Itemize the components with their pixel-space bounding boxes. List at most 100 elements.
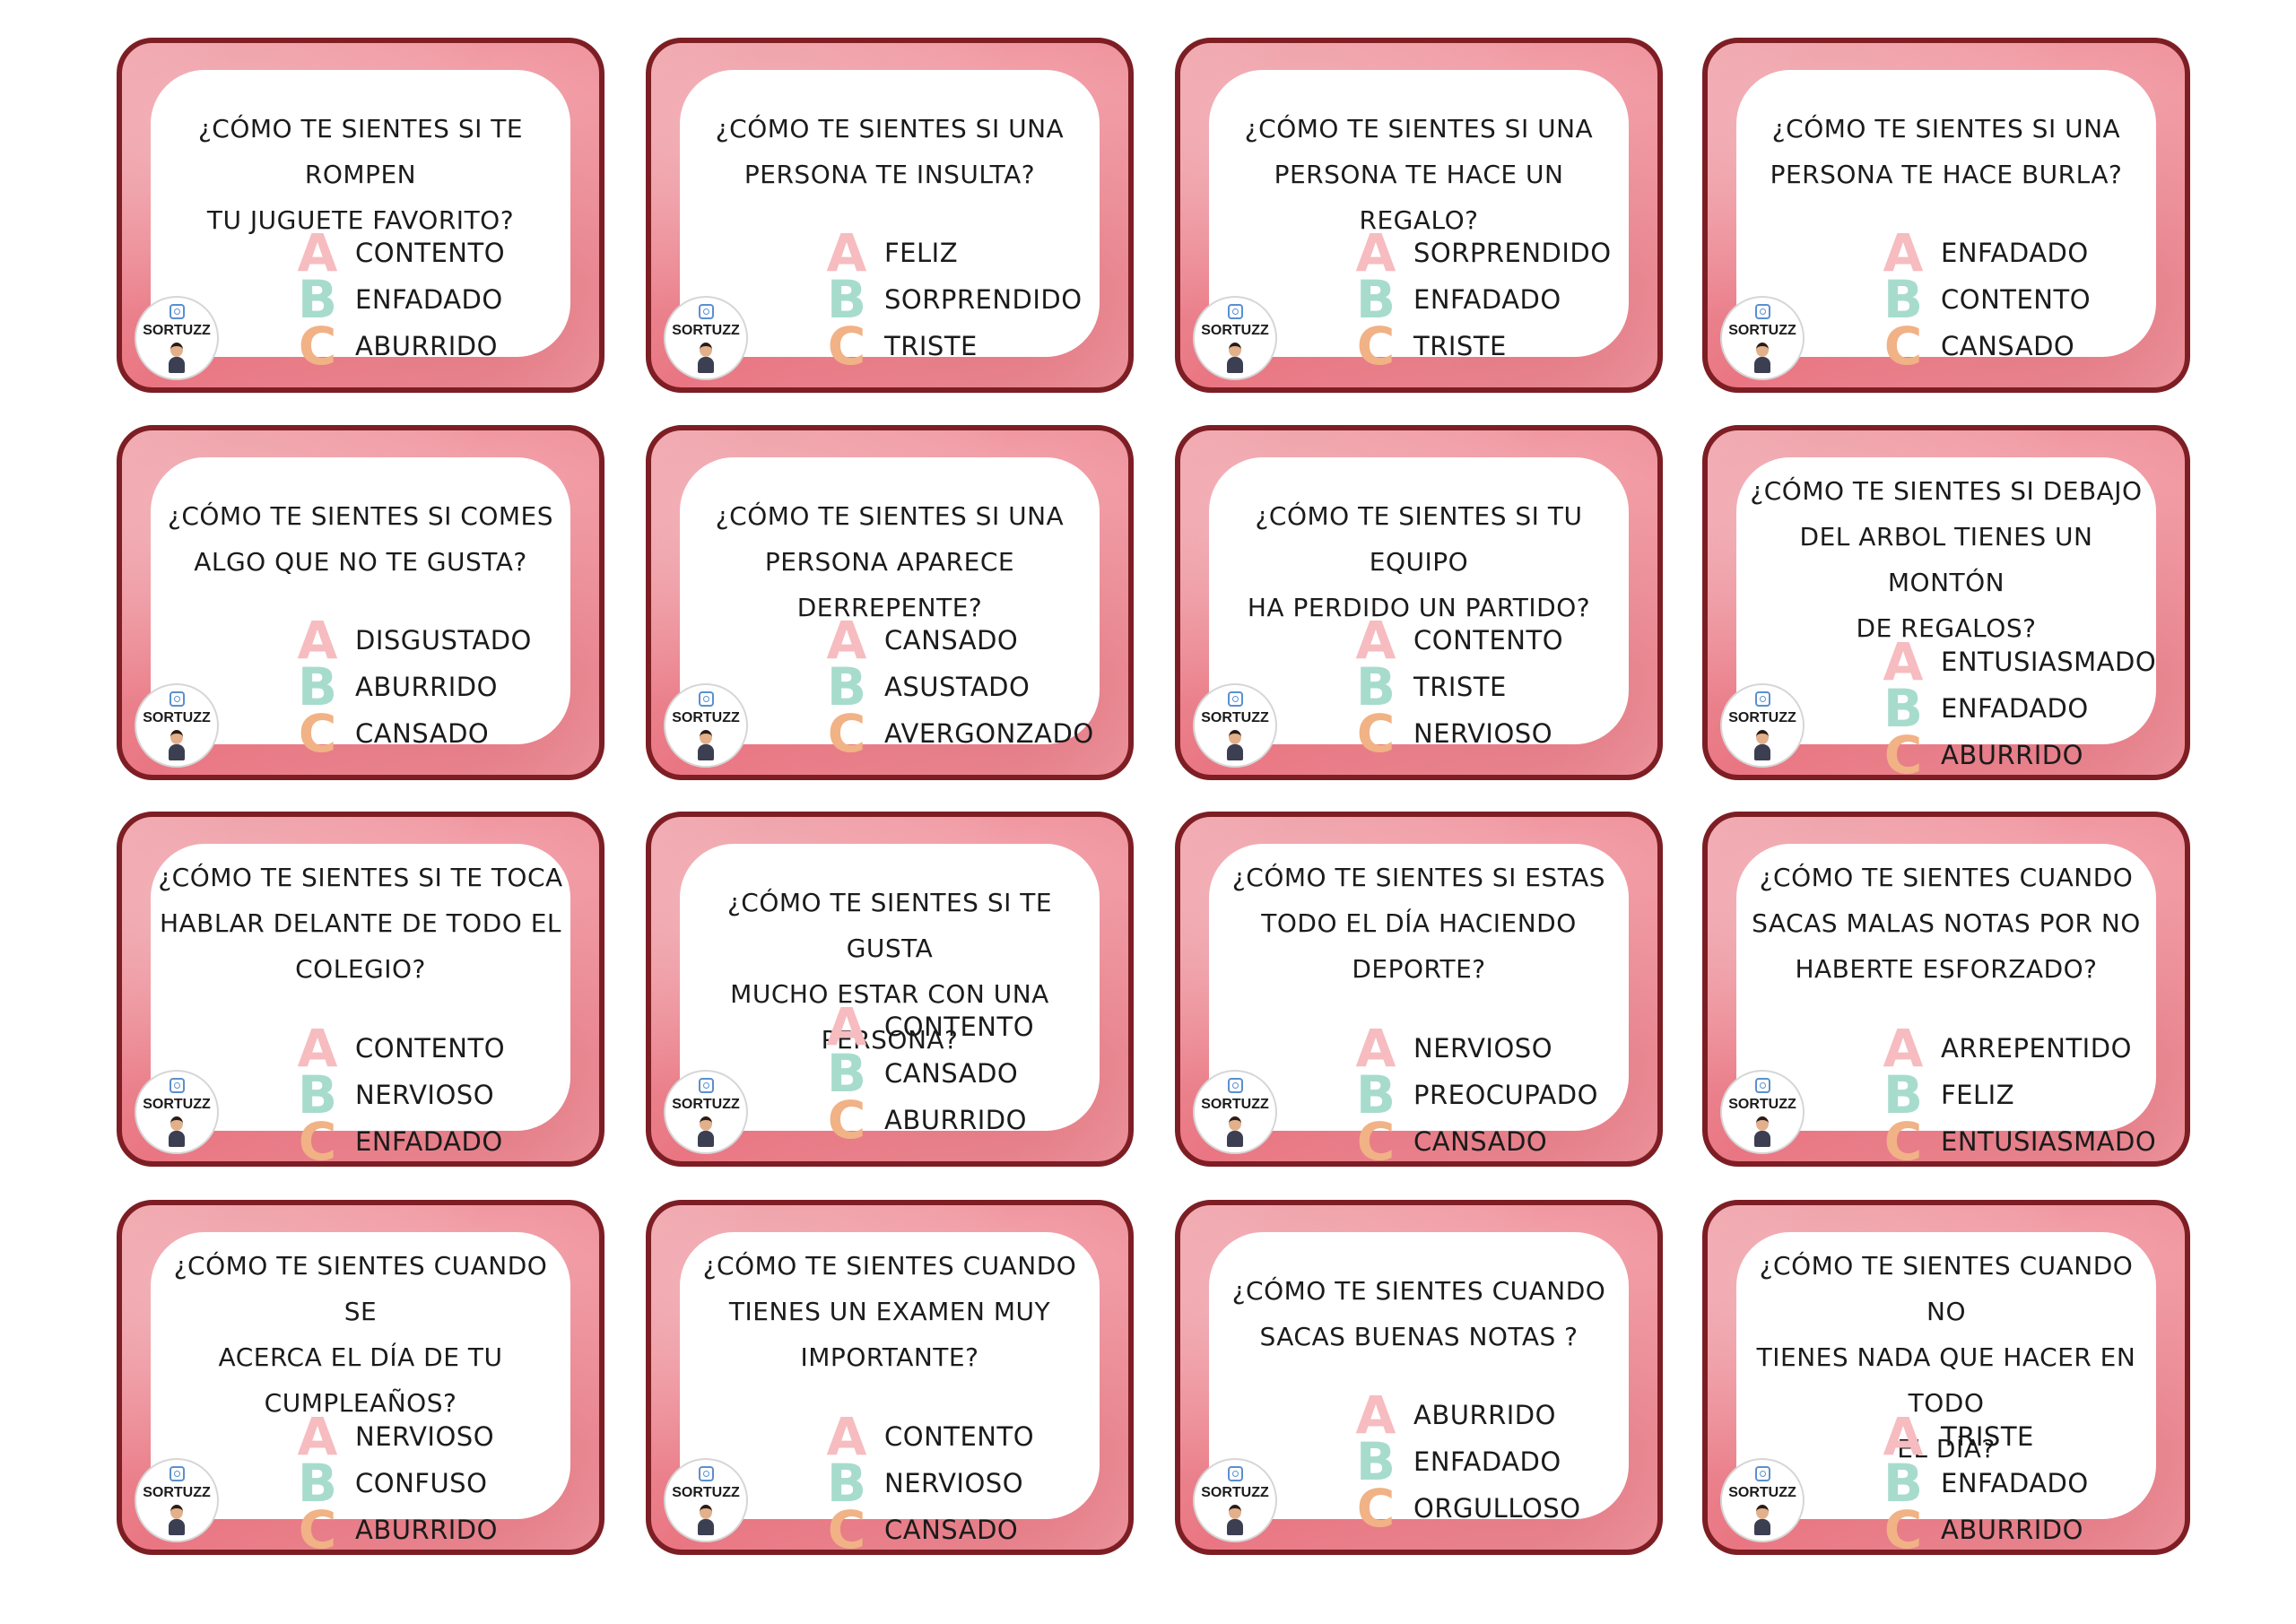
sortuzz-logo: SORTUZZ bbox=[664, 296, 748, 380]
letter-b-badge: B bbox=[297, 656, 338, 717]
answer-option-label: TRISTE bbox=[1941, 1421, 2034, 1452]
card-content: ¿CÓMO TE SIENTES CUANDO NO TIENES NADA Q… bbox=[1736, 1232, 2156, 1550]
letter-b-badge: B bbox=[1355, 1431, 1396, 1492]
answer-option-b: B ENFADADO bbox=[1878, 678, 2156, 739]
letter-b-badge: B bbox=[1355, 269, 1396, 330]
letter-c-badge: C bbox=[827, 316, 866, 377]
answer-option-label: CONFUSO bbox=[355, 1468, 488, 1498]
card-content: ¿CÓMO TE SIENTES SI UNA PERSONA APARECE … bbox=[680, 457, 1100, 760]
avatar-illustration bbox=[166, 343, 187, 373]
logo-text: SORTUZZ bbox=[672, 323, 740, 338]
answer-option-b: B CONFUSO bbox=[292, 1453, 498, 1514]
answer-option-b: B NERVIOSO bbox=[822, 1453, 1034, 1514]
sortuzz-logo: SORTUZZ bbox=[135, 1458, 219, 1542]
answer-option-label: CONTENTO bbox=[1413, 625, 1564, 656]
answer-options: A ENTUSIASMADO B ENFADADO C ABURRIDO bbox=[1878, 636, 2156, 775]
logo-text: SORTUZZ bbox=[1728, 1485, 1796, 1500]
card-content: ¿CÓMO TE SIENTES SI DEBAJO DEL ARBOL TIE… bbox=[1736, 457, 2156, 775]
instagram-icon bbox=[1228, 304, 1243, 319]
letter-c-badge: C bbox=[1356, 1111, 1396, 1167]
letter-b-badge: B bbox=[297, 1064, 338, 1125]
answer-option-label: ENFADADO bbox=[355, 284, 503, 315]
logo-text: SORTUZZ bbox=[672, 710, 740, 725]
letter-a-badge: A bbox=[826, 610, 867, 671]
answer-option-label: DISGUSTADO bbox=[355, 625, 532, 656]
emotion-card: ¿CÓMO TE SIENTES SI DEBAJO DEL ARBOL TIE… bbox=[1702, 425, 2190, 780]
letter-b-badge: B bbox=[1883, 269, 1924, 330]
emotion-card: ¿CÓMO TE SIENTES CUANDO SACAS BUENAS NOT… bbox=[1175, 1200, 1663, 1555]
sortuzz-logo: SORTUZZ bbox=[1193, 1070, 1277, 1154]
avatar-illustration bbox=[166, 1505, 187, 1535]
answer-option-a: A CONTENTO bbox=[292, 1022, 505, 1074]
question-text: ¿CÓMO TE SIENTES SI UNA PERSONA TE HACE … bbox=[1244, 114, 1594, 235]
logo-text: SORTUZZ bbox=[143, 1097, 211, 1112]
question-text: ¿CÓMO TE SIENTES SI TE ROMPEN TU JUGUETE… bbox=[197, 114, 524, 235]
answer-option-label: FELIZ bbox=[884, 238, 959, 268]
emotion-card: ¿CÓMO TE SIENTES SI UNA PERSONA APARECE … bbox=[646, 425, 1134, 780]
emotion-card: ¿CÓMO TE SIENTES CUANDO SACAS MALAS NOTA… bbox=[1702, 812, 2190, 1167]
card-content: ¿CÓMO TE SIENTES CUANDO SACAS BUENAS NOT… bbox=[1209, 1232, 1629, 1534]
letter-c-badge: C bbox=[827, 1499, 866, 1555]
answer-option-label: NERVIOSO bbox=[1413, 718, 1553, 749]
emotion-card: ¿CÓMO TE SIENTES SI UNA PERSONA TE INSUL… bbox=[646, 38, 1134, 393]
letter-b-badge: B bbox=[297, 1453, 338, 1514]
answer-option-label: ABURRIDO bbox=[355, 331, 498, 361]
answer-option-b: B ENFADADO bbox=[292, 274, 505, 326]
answer-option-a: A FELIZ bbox=[822, 227, 1083, 279]
answer-options: A CANSADO B ASUSTADO C AVERGONZADO bbox=[822, 610, 1094, 760]
answer-option-label: NERVIOSO bbox=[884, 1468, 1024, 1498]
answer-option-a: A ABURRIDO bbox=[1351, 1385, 1581, 1446]
answer-option-c: C CANSADO bbox=[822, 1499, 1034, 1555]
answer-option-label: ENFADADO bbox=[355, 1126, 503, 1157]
question-text: ¿CÓMO TE SIENTES CUANDO SE ACERCA EL DÍA… bbox=[173, 1251, 548, 1418]
logo-text: SORTUZZ bbox=[672, 1485, 740, 1500]
answer-option-label: CANSADO bbox=[1413, 1126, 1548, 1157]
letter-a-badge: A bbox=[1355, 222, 1396, 283]
answer-option-label: ABURRIDO bbox=[1413, 1400, 1556, 1430]
question-text: ¿CÓMO TE SIENTES CUANDO SACAS MALAS NOTA… bbox=[1752, 863, 2141, 984]
card-content: ¿CÓMO TE SIENTES SI COMES ALGO QUE NO TE… bbox=[151, 457, 570, 760]
letter-c-badge: C bbox=[298, 703, 337, 764]
emotion-card: ¿CÓMO TE SIENTES SI UNA PERSONA TE HACE … bbox=[1175, 38, 1663, 393]
emotion-card: ¿CÓMO TE SIENTES SI ESTAS TODO EL DÍA HA… bbox=[1175, 812, 1663, 1167]
letter-c-badge: C bbox=[827, 1090, 866, 1151]
letter-a-badge: A bbox=[1883, 1018, 1924, 1079]
answer-options: A TRISTE B ENFADADO C ABURRIDO bbox=[1878, 1411, 2089, 1550]
answer-option-label: FELIZ bbox=[1941, 1080, 2015, 1110]
answer-option-label: ENFADADO bbox=[1413, 1446, 1561, 1477]
answer-option-c: C ABURRIDO bbox=[1878, 729, 2156, 775]
letter-b-badge: B bbox=[826, 269, 867, 330]
answer-option-b: B NERVIOSO bbox=[292, 1064, 505, 1125]
answer-option-c: C CANSADO bbox=[292, 703, 532, 764]
instagram-icon bbox=[1755, 304, 1770, 319]
instagram-icon bbox=[170, 304, 185, 319]
answer-option-label: CANSADO bbox=[884, 1058, 1019, 1089]
answer-option-b: B CANSADO bbox=[822, 1047, 1034, 1099]
answer-option-label: ENFADADO bbox=[1941, 693, 2089, 724]
letter-a-badge: A bbox=[1355, 1385, 1396, 1446]
letter-a-badge: A bbox=[1355, 1018, 1396, 1079]
avatar-illustration bbox=[166, 1116, 187, 1147]
emotion-card: ¿CÓMO TE SIENTES SI TE ROMPEN TU JUGUETE… bbox=[117, 38, 604, 393]
avatar-illustration bbox=[695, 1116, 717, 1147]
emotion-card: ¿CÓMO TE SIENTES CUANDO TIENES UN EXAMEN… bbox=[646, 1200, 1134, 1555]
answer-option-b: B ENFADADO bbox=[1351, 1431, 1581, 1492]
question-text: ¿CÓMO TE SIENTES SI UNA PERSONA APARECE … bbox=[715, 501, 1065, 622]
answer-option-label: CONTENTO bbox=[884, 1012, 1035, 1042]
avatar-illustration bbox=[695, 343, 717, 373]
avatar-illustration bbox=[695, 730, 717, 760]
answer-option-b: B CONTENTO bbox=[1878, 269, 2091, 330]
answer-options: A CONTENTO B NERVIOSO C ENFADADO bbox=[292, 1022, 505, 1161]
answer-option-label: AVERGONZADO bbox=[884, 718, 1094, 749]
answer-option-label: ABURRIDO bbox=[355, 672, 498, 702]
answer-option-c: C ABURRIDO bbox=[292, 1504, 498, 1550]
avatar-illustration bbox=[1224, 730, 1246, 760]
answer-option-label: ARREPENTIDO bbox=[1941, 1033, 2132, 1064]
letter-b-badge: B bbox=[1883, 678, 1924, 739]
answer-option-b: B ENFADADO bbox=[1351, 269, 1612, 330]
avatar-illustration bbox=[1224, 343, 1246, 373]
letter-b-badge: B bbox=[826, 1453, 867, 1514]
sortuzz-logo: SORTUZZ bbox=[135, 1070, 219, 1154]
card-content: ¿CÓMO TE SIENTES SI TE ROMPEN TU JUGUETE… bbox=[151, 70, 570, 372]
